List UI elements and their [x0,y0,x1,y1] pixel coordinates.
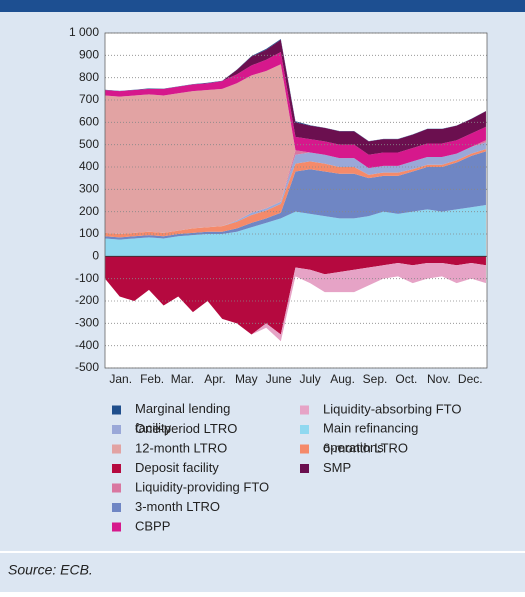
area [105,263,486,342]
y-tick-label: -100 [75,271,99,285]
legend-swatch [112,464,121,473]
legend-label: Deposit facility [135,460,219,475]
legend-label: 6-month LTRO [323,440,408,455]
y-tick-label: 800 [79,70,99,84]
y-tick-label: -400 [75,338,99,352]
legend-swatch [112,483,121,493]
y-tick-label: 300 [79,182,99,196]
y-tick-label: 100 [79,226,99,240]
source: Source: ECB. [8,562,93,578]
y-tick-label: 1 000 [69,25,99,39]
y-tick-label: -500 [75,360,99,374]
y-tick-label: 900 [79,48,99,62]
x-tick-label: Jan. [109,372,132,386]
legend-label: SMP [323,460,351,475]
legend-label: 12-month LTRO [135,440,227,455]
y-tick-label: 200 [79,204,99,218]
area [105,64,486,235]
y-tick-label: 500 [79,137,99,151]
plot-frame [104,32,488,369]
y-tick-label: 0 [92,249,99,263]
legend-swatch [112,405,121,415]
legend-label: Marginal lending facility [135,401,230,436]
legend-swatch [112,503,121,512]
legend-label: Main refinancing operations [323,421,418,456]
area [105,39,486,155]
x-tick-label: June [266,372,292,386]
x-tick-label: Nov. [427,372,451,386]
x-tick-label: Oct. [395,372,417,386]
y-tick-label: -300 [75,316,99,330]
legend-swatch [300,464,309,473]
x-tick-label: Mar. [171,372,194,386]
legend-label: 3-month LTRO [135,499,220,514]
x-tick-label: July [299,372,320,386]
y-tick-label: 700 [79,92,99,106]
x-tick-label: Apr. [204,372,225,386]
area [105,51,486,169]
y-tick-label: 600 [79,115,99,129]
header-band [0,0,525,12]
legend-swatch [300,425,309,434]
x-tick-label: Feb. [140,372,164,386]
x-tick-label: May [235,372,258,386]
legend-swatch [300,405,309,415]
area [105,204,486,257]
area [105,256,486,335]
x-tick-label: Dec. [458,372,483,386]
legend-label: Liquidity-providing FTO [135,479,269,494]
y-tick-label: 400 [79,159,99,173]
legend-swatch [112,522,121,532]
legend-label: One-period LTRO [135,421,237,436]
x-tick-label: Sep. [363,372,388,386]
area [105,151,486,240]
legend-label: CBPP [135,518,170,533]
x-tick-label: Aug. [330,372,355,386]
area [105,149,486,238]
y-tick-label: -200 [75,293,99,307]
legend-swatch [112,425,121,434]
legend-swatch [112,444,121,454]
area [105,142,486,234]
legend-swatch [300,444,309,454]
legend-label: Liquidity-absorbing FTO [323,401,462,416]
